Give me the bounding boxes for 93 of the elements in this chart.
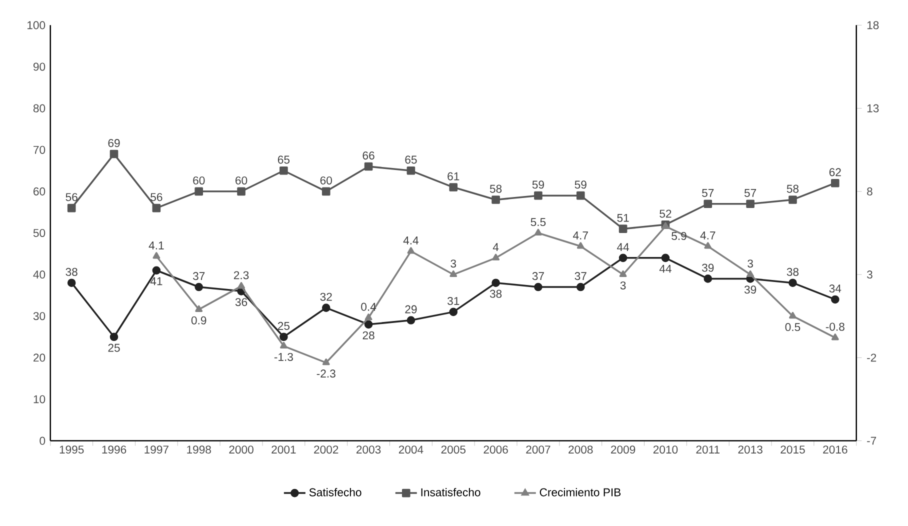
- data-label: 41: [150, 277, 162, 285]
- data-label: 69: [108, 138, 120, 147]
- x-tick-label: 2003: [356, 445, 381, 454]
- data-label: 56: [66, 192, 78, 201]
- data-label: 61: [448, 172, 460, 180]
- data-label: 44: [617, 242, 630, 251]
- data-label: 4.7: [573, 231, 588, 240]
- data-label: 60: [320, 176, 332, 184]
- data-label: 32: [320, 292, 332, 301]
- data-label: 59: [532, 180, 544, 188]
- legend-label: Crecimiento PIB: [540, 488, 621, 496]
- y-tick-label: 50: [33, 228, 46, 237]
- data-label: 5.9: [672, 232, 686, 240]
- y-tick-label: 70: [34, 146, 46, 154]
- data-label: 58: [786, 184, 799, 193]
- data-label: -2.3: [316, 369, 336, 378]
- y2-tick-label: 8: [867, 187, 872, 196]
- data-label: -0.8: [826, 322, 844, 331]
- y-tick-label: 30: [33, 312, 46, 320]
- data-label: 31: [448, 296, 460, 305]
- y-tick-label: 80: [33, 104, 46, 112]
- data-label: 5.5: [530, 218, 546, 226]
- x-tick-label: 2005: [441, 445, 466, 454]
- y-tick-label: 100: [28, 20, 46, 30]
- data-label: 56: [150, 192, 162, 201]
- x-tick-label: 2008: [568, 445, 593, 454]
- data-label: 65: [405, 155, 417, 164]
- data-label: 51: [617, 214, 629, 222]
- legend-label: Insatisfecho: [421, 488, 480, 496]
- x-tick-label: 1998: [187, 445, 211, 454]
- x-tick-label: 2004: [398, 445, 424, 454]
- data-label: 52: [660, 210, 672, 218]
- data-label: 3: [620, 281, 626, 290]
- data-label: 60: [193, 176, 205, 184]
- data-label: 37: [532, 272, 544, 280]
- data-label: 39: [702, 264, 714, 272]
- data-label: 4.4: [403, 236, 418, 244]
- y-tick-label: 40: [33, 270, 46, 278]
- data-label: 66: [362, 151, 374, 160]
- data-label: 38: [490, 290, 502, 298]
- data-label: 4.7: [700, 231, 716, 240]
- data-label: 57: [744, 188, 756, 197]
- y-tick-label: 20: [34, 353, 46, 362]
- data-label: 37: [192, 272, 205, 280]
- y2-tick-label: -2: [867, 353, 876, 362]
- data-label: 0.9: [191, 316, 206, 324]
- x-tick-label: 2006: [484, 445, 508, 454]
- data-label: 37: [574, 272, 586, 280]
- data-label: 58: [490, 184, 502, 193]
- x-tick-label: 2000: [229, 445, 254, 454]
- data-label: 2.3: [234, 271, 249, 280]
- data-label: 29: [405, 305, 417, 314]
- data-label: 36: [235, 298, 248, 306]
- y2-tick-label: 13: [867, 104, 879, 112]
- data-label: 25: [108, 344, 120, 352]
- x-tick-label: 2009: [611, 445, 636, 454]
- x-tick-label: 2001: [272, 445, 296, 454]
- x-tick-label: 2002: [314, 445, 338, 454]
- y-tick-label: 10: [34, 394, 46, 404]
- data-label: 60: [236, 176, 248, 184]
- data-label: 38: [66, 268, 78, 276]
- data-label: 44: [659, 264, 672, 272]
- y-tick-label: 90: [33, 62, 46, 71]
- x-tick-label: 1996: [102, 445, 126, 454]
- x-tick-label: 2010: [653, 445, 678, 454]
- data-label: 4.1: [148, 241, 164, 250]
- data-label: 65: [278, 155, 290, 164]
- y2-tick-label: 18: [867, 20, 879, 30]
- data-label: -1.3: [274, 352, 293, 361]
- data-label: 28: [362, 331, 374, 340]
- x-tick-label: 1997: [144, 445, 168, 454]
- x-tick-label: 2015: [780, 445, 805, 454]
- data-label: 39: [744, 285, 756, 294]
- data-label: 59: [574, 180, 586, 188]
- data-label: 3: [450, 259, 456, 268]
- data-label: 34: [829, 284, 842, 292]
- data-label: 4: [492, 242, 499, 251]
- y2-tick-label: -7: [867, 436, 876, 444]
- x-tick-label: 1995: [60, 445, 84, 454]
- y-tick-label: 0: [40, 436, 46, 445]
- x-tick-label: 2007: [526, 445, 550, 454]
- legend-label: Satisfecho: [309, 488, 362, 496]
- data-label: 62: [829, 168, 841, 176]
- x-tick-label: 2016: [823, 445, 848, 454]
- data-label: 3: [748, 259, 753, 268]
- y-tick-label: 60: [34, 187, 46, 196]
- data-label: 57: [702, 188, 714, 197]
- data-label: 38: [786, 268, 799, 276]
- y2-tick-label: 3: [867, 270, 872, 278]
- x-tick-label: 2011: [696, 445, 720, 454]
- x-tick-label: 2013: [738, 445, 762, 454]
- data-label: 0.5: [785, 322, 800, 331]
- data-label: 25: [278, 322, 290, 330]
